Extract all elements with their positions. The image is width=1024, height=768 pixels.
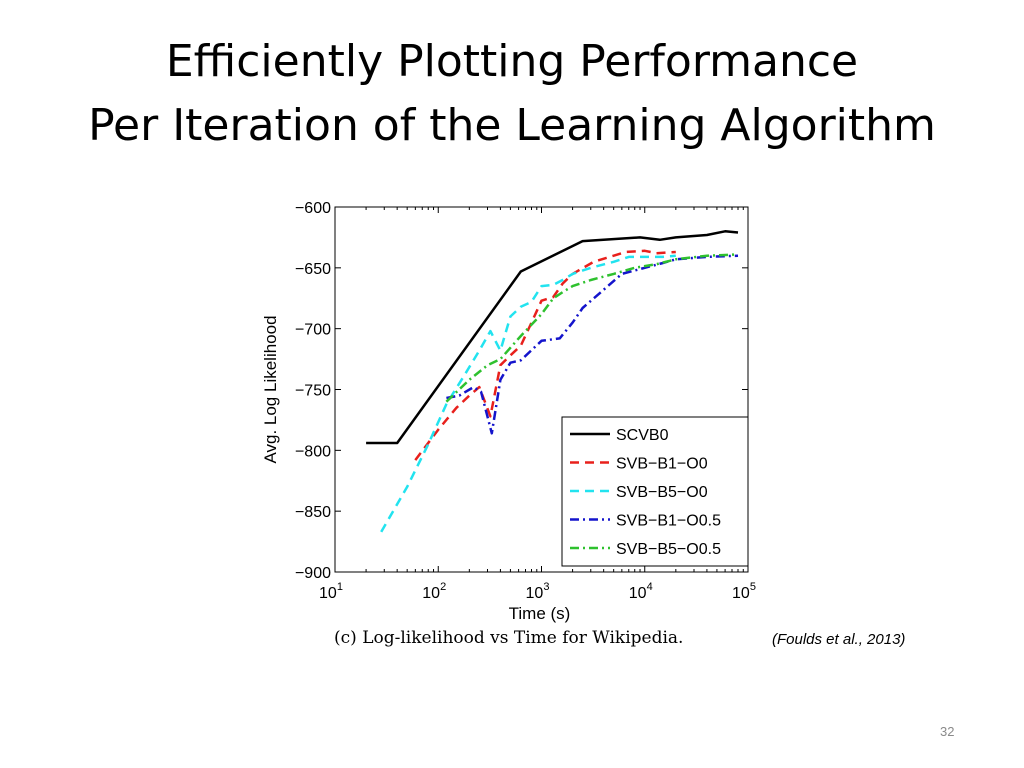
- x-axis-label: Time (s): [509, 604, 571, 623]
- slide-title-line2: Per Iteration of the Learning Algorithm: [88, 100, 936, 151]
- figure-caption: (c) Log-likelihood vs Time for Wikipedia…: [334, 628, 684, 648]
- x-tick-exponent: 3: [543, 581, 549, 593]
- x-tick-labels: 101 102 103 104 105: [319, 581, 756, 602]
- x-tick-exponent: 5: [750, 581, 756, 593]
- y-tick-label: −750: [295, 383, 331, 400]
- x-tick-exponent: 2: [440, 581, 446, 593]
- citation: (Foulds et al., 2013): [772, 631, 906, 648]
- legend-label: SVB−B1−O0.5: [616, 513, 721, 530]
- slide-title: Efficiently Plotting Performance Per Ite…: [0, 30, 1024, 158]
- x-tick-label: 105: [732, 581, 756, 602]
- y-axis-label: Avg. Log Likelihood: [261, 315, 280, 463]
- series-line-1: [366, 230, 739, 445]
- series-line-5: [445, 253, 739, 403]
- slide-title-line1: Efficiently Plotting Performance: [165, 36, 859, 87]
- x-tick-label: 104: [629, 581, 653, 602]
- y-tick-label: −800: [295, 443, 331, 460]
- x-tick-base: 10: [319, 585, 337, 602]
- x-tick-label: 103: [526, 581, 550, 602]
- y-tick-label: −850: [295, 504, 331, 521]
- series-line-2: [414, 249, 676, 461]
- legend-label: SVB−B1−O0: [616, 456, 708, 473]
- x-tick-base: 10: [526, 585, 544, 602]
- y-tick-label: −700: [295, 322, 331, 339]
- series-layer: [366, 230, 739, 533]
- x-tick-base: 10: [629, 585, 647, 602]
- y-tick-label: −650: [295, 261, 331, 278]
- slide-number: 32: [940, 724, 955, 739]
- x-tick-exponent: 1: [337, 581, 343, 593]
- series-line-4: [446, 254, 739, 435]
- x-tick-base: 10: [732, 585, 750, 602]
- legend-label: SVB−B5−O0.5: [616, 541, 721, 558]
- y-tick-label: −600: [295, 200, 331, 217]
- x-tick-base: 10: [422, 585, 440, 602]
- legend-label: SCVB0: [616, 427, 669, 444]
- x-tick-label: 101: [319, 581, 343, 602]
- series-line-3: [380, 254, 676, 533]
- x-tick-exponent: 4: [647, 581, 653, 593]
- legend-label: SVB−B5−O0: [616, 484, 708, 501]
- y-tick-label: −900: [295, 565, 331, 582]
- y-tick-labels: −600 −650 −700 −750 −800 −850 −900: [295, 200, 331, 582]
- legend: SCVB0 SVB−B1−O0 SVB−B5−O0 SVB−B1−O0.5 SVB−B5…: [561, 416, 749, 567]
- x-tick-label: 102: [422, 581, 446, 602]
